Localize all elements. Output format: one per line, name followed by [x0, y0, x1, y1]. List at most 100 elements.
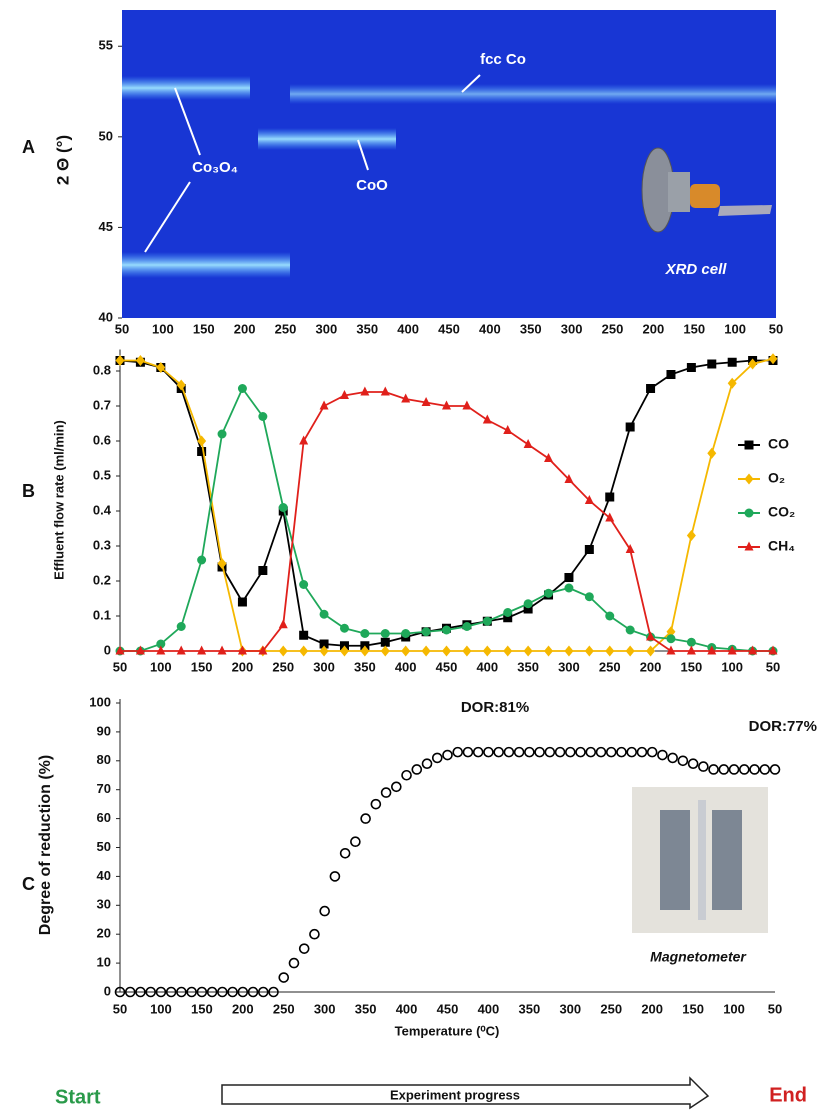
- marker: [401, 769, 412, 781]
- marker: [257, 986, 269, 998]
- marker: [237, 384, 247, 393]
- marker: [503, 645, 513, 657]
- y-tick-label: 0.5: [93, 467, 111, 482]
- x-tick-label: 450: [437, 1001, 459, 1016]
- marker: [155, 986, 167, 998]
- marker: [197, 555, 207, 565]
- marker: [360, 386, 370, 396]
- marker: [646, 645, 656, 657]
- x-tick-label: 100: [724, 321, 746, 336]
- x-tick-label: 150: [681, 659, 703, 674]
- legend-label: CH₄: [768, 538, 795, 554]
- progress-arrow: [221, 1076, 710, 1110]
- x-tick-label: 250: [602, 321, 624, 336]
- marker: [299, 630, 309, 640]
- marker: [646, 384, 656, 393]
- marker: [564, 645, 574, 657]
- marker: [197, 435, 207, 447]
- marker: [380, 629, 390, 638]
- x-tick-label: 300: [558, 659, 580, 674]
- y-tick-label: 0.8: [93, 362, 111, 377]
- marker: [339, 847, 351, 859]
- marker: [247, 986, 259, 998]
- marker: [421, 645, 431, 657]
- x-tick-label: 200: [232, 1001, 254, 1016]
- x-tick-label: 300: [559, 1001, 581, 1016]
- x-tick-label: 50: [766, 659, 780, 674]
- panel-label: A: [22, 137, 35, 157]
- x-tick-label: 100: [723, 1001, 745, 1016]
- x-tick-label: 250: [600, 1001, 622, 1016]
- annotation: DOR:81%: [461, 699, 529, 716]
- marker: [718, 764, 730, 775]
- x-tick-label: 150: [683, 321, 705, 336]
- marker: [217, 429, 227, 439]
- intensity-band: [122, 76, 250, 100]
- marker: [482, 616, 492, 626]
- y-axis-label: Degree of reduction (%): [37, 755, 54, 935]
- x-tick-label: 150: [682, 1001, 704, 1016]
- x-axis-label: Temperature (⁰C): [395, 1023, 500, 1038]
- marker: [482, 645, 492, 657]
- marker: [227, 986, 238, 998]
- x-tick-label: 250: [599, 659, 621, 674]
- marker: [176, 622, 186, 631]
- x-tick-label: 150: [193, 321, 215, 336]
- marker: [564, 474, 574, 483]
- marker: [657, 749, 668, 761]
- annotation: fcc Co: [480, 51, 526, 68]
- marker: [217, 645, 227, 655]
- marker: [544, 645, 554, 657]
- y-tick-label: 20: [97, 926, 111, 941]
- y-tick-label: 0.6: [93, 432, 111, 447]
- annotation: Magnetometer: [650, 949, 747, 965]
- y-tick-label: 100: [89, 694, 111, 709]
- y-tick-label: 80: [97, 752, 111, 767]
- marker: [462, 645, 472, 657]
- marker: [176, 645, 186, 655]
- marker: [380, 386, 390, 396]
- marker: [707, 645, 717, 655]
- marker: [666, 626, 676, 638]
- marker: [309, 928, 320, 940]
- marker: [738, 764, 750, 775]
- marker: [431, 752, 443, 764]
- marker: [584, 645, 594, 657]
- marker: [278, 645, 288, 657]
- x-tick-label: 300: [561, 321, 583, 336]
- marker: [523, 645, 533, 657]
- marker: [258, 566, 268, 575]
- marker: [156, 362, 166, 373]
- marker: [523, 439, 533, 448]
- legend-marker: [744, 541, 754, 551]
- arrows: [144, 74, 481, 253]
- marker: [370, 798, 382, 810]
- marker: [278, 503, 288, 512]
- marker: [605, 746, 617, 758]
- x-tick-label: 450: [436, 659, 458, 674]
- marker: [176, 379, 186, 391]
- intensity-band: [122, 252, 290, 278]
- x-tick-label: 200: [232, 659, 254, 674]
- marker: [584, 592, 594, 602]
- marker: [401, 393, 411, 403]
- y-axis-label: 2 Θ (°): [53, 135, 72, 185]
- x-tick-label: 150: [191, 1001, 213, 1016]
- marker: [237, 986, 249, 998]
- marker: [196, 986, 208, 998]
- marker: [616, 746, 627, 758]
- marker: [401, 629, 411, 638]
- marker: [268, 986, 279, 998]
- x-tick-label: 250: [272, 659, 294, 674]
- marker: [115, 645, 125, 655]
- marker: [646, 631, 656, 641]
- x-tick-label: 200: [640, 659, 662, 674]
- marker: [360, 813, 371, 824]
- marker: [278, 619, 288, 629]
- y-tick-label: 60: [97, 810, 111, 825]
- marker: [686, 645, 696, 655]
- intensity-band: [258, 128, 396, 150]
- marker: [646, 746, 658, 758]
- panel-label: B: [22, 481, 35, 501]
